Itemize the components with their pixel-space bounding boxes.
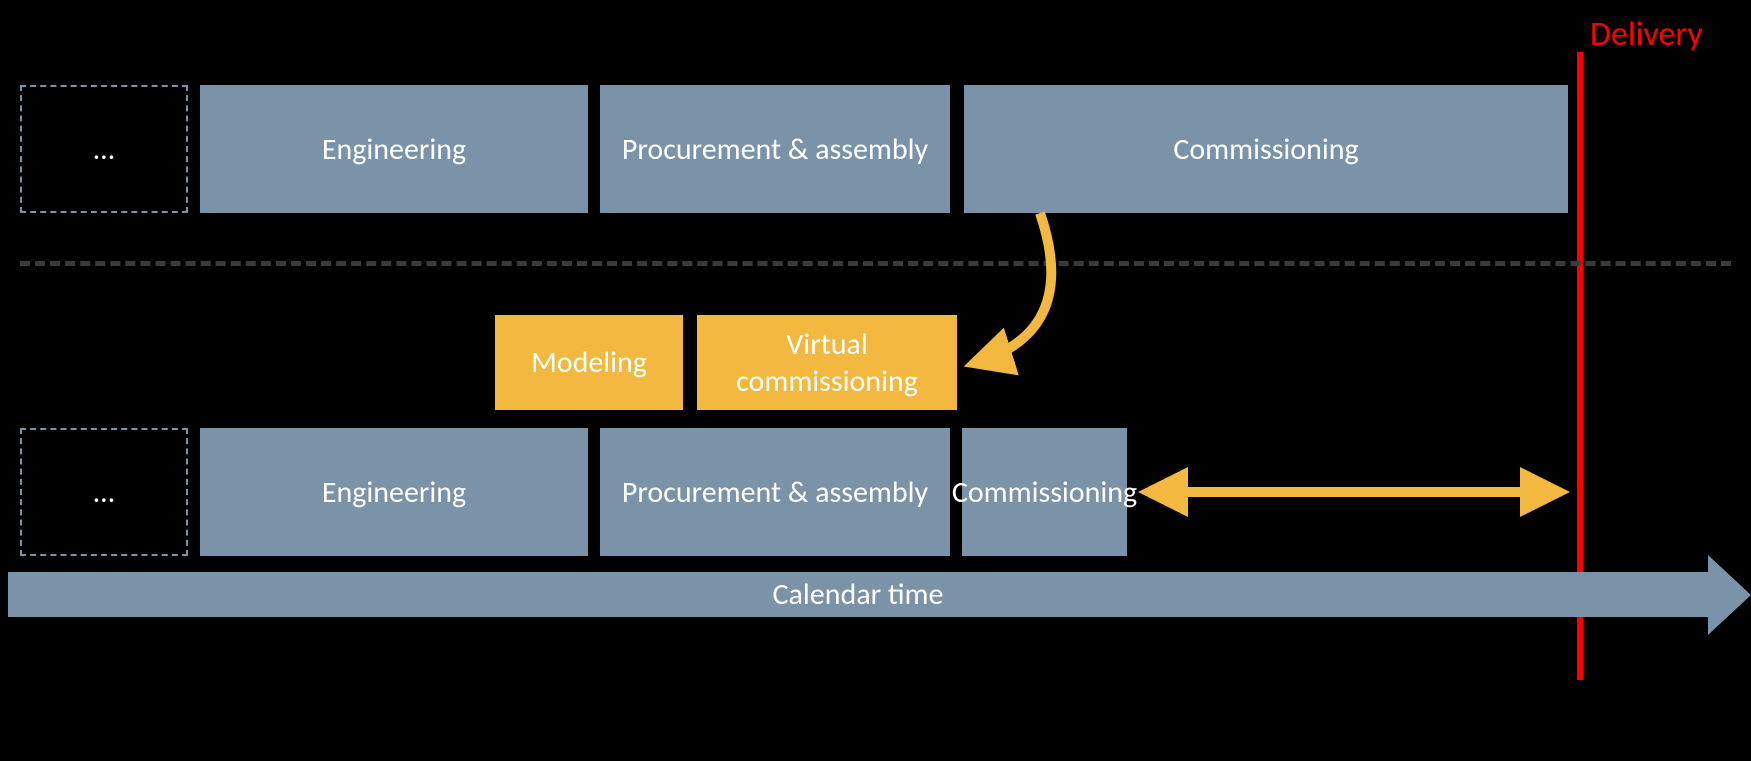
row-bottom-engineering-label: Engineering: [322, 474, 466, 511]
row-top-ellipsis: …: [20, 85, 188, 213]
curved-arrow-icon: [978, 213, 1051, 362]
row-yellow-virtual-label: Virtual commissioning: [705, 326, 949, 400]
row-bottom-procurement-label: Procurement & assembly: [622, 474, 928, 511]
inline-delivery-label: delivery: [1285, 473, 1385, 510]
row-divider: [20, 261, 1731, 266]
row-top-commissioning-label: Commissioning: [1173, 131, 1358, 168]
row-yellow-modeling: Modeling: [495, 315, 683, 410]
timeline-label: Calendar time: [773, 576, 944, 613]
row-bottom-ellipsis-label: …: [94, 474, 115, 511]
diagram-stage: Delivery … Engineering Procurement & ass…: [0, 0, 1751, 761]
row-bottom-commissioning: Commissioning: [962, 428, 1127, 556]
row-bottom-ellipsis: …: [20, 428, 188, 556]
row-bottom-engineering: Engineering: [200, 428, 588, 556]
timeline-bar: Calendar time: [8, 572, 1708, 617]
row-top-engineering: Engineering: [200, 85, 588, 213]
row-top-procurement: Procurement & assembly: [600, 85, 950, 213]
row-yellow-modeling-label: Modeling: [531, 344, 647, 381]
row-top-commissioning: Commissioning: [964, 85, 1568, 213]
row-top-procurement-label: Procurement & assembly: [622, 131, 928, 168]
row-top-engineering-label: Engineering: [322, 131, 466, 168]
row-bottom-commissioning-label: Commissioning: [952, 474, 1137, 511]
delivery-label: Delivery: [1590, 14, 1703, 55]
row-top-ellipsis-label: …: [94, 131, 115, 168]
row-yellow-virtual: Virtual commissioning: [697, 315, 957, 410]
timeline-arrowhead-icon: [1708, 555, 1751, 635]
row-bottom-procurement: Procurement & assembly: [600, 428, 950, 556]
